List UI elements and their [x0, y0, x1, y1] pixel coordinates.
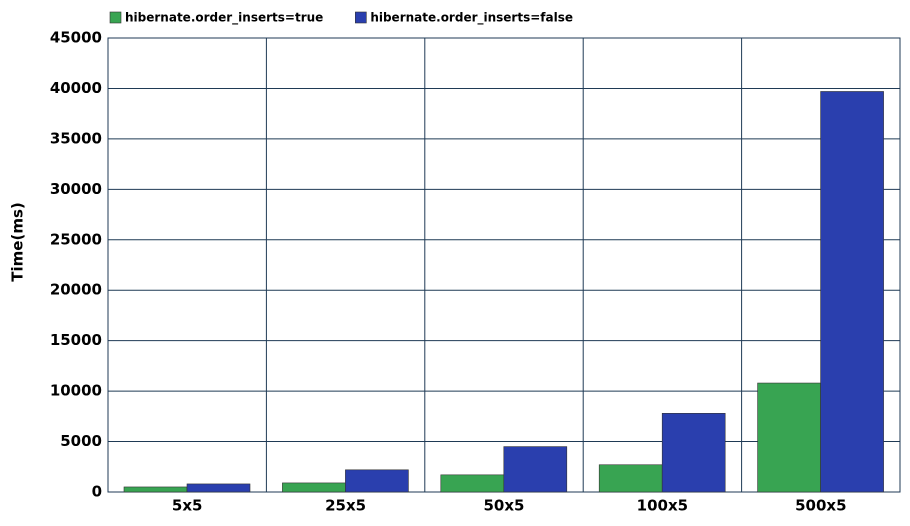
y-tick-label: 5000 [60, 432, 102, 450]
bar [186, 483, 251, 493]
y-tick-label: 40000 [50, 79, 102, 97]
x-tick-label: 100x5 [637, 497, 688, 515]
bar [282, 482, 346, 493]
x-tick-label: 500x5 [795, 497, 846, 515]
legend-label: hibernate.order_inserts=false [370, 11, 573, 26]
bar [123, 486, 188, 493]
legend-swatch [109, 11, 122, 24]
y-tick-label: 10000 [50, 382, 102, 400]
bar [503, 446, 568, 493]
y-tick-label: 35000 [50, 129, 102, 147]
y-tick-label: 0 [92, 483, 102, 501]
x-tick-label: 50x5 [484, 497, 525, 515]
legend-swatch [355, 11, 367, 24]
y-tick-label: 45000 [50, 29, 102, 47]
y-tick-label: 30000 [50, 180, 102, 198]
bar [598, 464, 663, 493]
bar [661, 413, 726, 493]
legend-label: hibernate.order_inserts=true [125, 11, 323, 26]
y-tick-label: 20000 [50, 281, 102, 299]
y-axis-label: Time(ms) [9, 202, 27, 281]
bar [440, 474, 505, 493]
x-tick-label: 5x5 [172, 497, 203, 515]
x-tick-label: 25x5 [325, 497, 366, 515]
bar [345, 469, 409, 493]
y-tick-label: 15000 [50, 331, 102, 349]
bar [820, 91, 884, 493]
y-tick-label: 25000 [50, 230, 102, 248]
bar [757, 382, 821, 493]
